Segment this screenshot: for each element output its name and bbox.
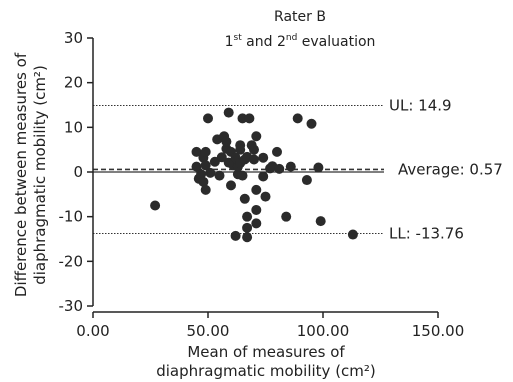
data-point bbox=[281, 211, 292, 222]
y-axis-title-line-1: Difference between measures of bbox=[12, 52, 30, 297]
data-point bbox=[200, 160, 211, 171]
data-point bbox=[239, 193, 250, 204]
data-point bbox=[274, 163, 285, 174]
data-point bbox=[230, 230, 241, 241]
data-point bbox=[251, 204, 262, 215]
x-tick-label: 50.00 bbox=[187, 322, 230, 340]
data-point bbox=[242, 232, 253, 243]
data-point bbox=[198, 176, 209, 187]
data-point bbox=[214, 170, 225, 181]
data-point bbox=[235, 144, 246, 155]
chart-subtitle: 1st and 2nd evaluation bbox=[225, 33, 376, 50]
y-tick-label: -30 bbox=[59, 297, 84, 315]
y-tick-label: 20 bbox=[64, 74, 83, 92]
data-point bbox=[301, 175, 312, 186]
data-point bbox=[251, 131, 262, 142]
reference-labels: UL: 14.9 Average: 0.57 LL: -13.76 bbox=[389, 96, 503, 242]
data-point bbox=[221, 136, 232, 147]
data-point bbox=[244, 113, 255, 124]
data-point bbox=[226, 180, 236, 191]
data-point bbox=[249, 154, 259, 165]
data-point bbox=[347, 229, 358, 240]
y-tick-label: -20 bbox=[59, 252, 84, 270]
data-point bbox=[191, 161, 202, 172]
data-point bbox=[200, 184, 211, 195]
data-point bbox=[150, 200, 161, 211]
y-tick-label: -10 bbox=[59, 208, 84, 226]
data-point bbox=[285, 161, 296, 172]
data-point bbox=[292, 113, 303, 124]
x-tick-label: 100.00 bbox=[297, 322, 350, 340]
data-point bbox=[237, 170, 248, 181]
data-point bbox=[196, 169, 207, 180]
x-axis-title-line-1: Mean of measures of bbox=[187, 343, 345, 361]
y-tick-label: 0 bbox=[73, 163, 83, 181]
data-point bbox=[251, 218, 262, 229]
data-point bbox=[251, 184, 262, 195]
y-tick-label: 10 bbox=[64, 118, 83, 136]
x-tick-label: 0.00 bbox=[76, 322, 109, 340]
data-point bbox=[258, 171, 269, 182]
data-point bbox=[306, 118, 317, 129]
ref-label-average: Average: 0.57 bbox=[398, 160, 503, 178]
data-point bbox=[272, 146, 282, 157]
y-axis-title-line-2: diaphragmatic mobility (cm²) bbox=[31, 65, 49, 285]
data-point bbox=[203, 113, 213, 124]
ref-label-ul: UL: 14.9 bbox=[389, 96, 452, 114]
axes: 30 20 10 0 -10 -20 -30 0.00 50.00 100.00 150.00 bbox=[59, 29, 465, 340]
y-tick-label: 30 bbox=[64, 29, 83, 47]
data-point bbox=[191, 146, 202, 157]
data-point bbox=[242, 211, 253, 222]
data-point bbox=[223, 107, 234, 118]
data-points bbox=[150, 107, 358, 243]
chart-title: Rater B bbox=[274, 9, 326, 25]
data-point bbox=[205, 167, 216, 178]
data-point bbox=[216, 152, 227, 163]
data-point bbox=[315, 216, 326, 227]
y-axis-title: Difference between measures of diaphragm… bbox=[12, 52, 49, 297]
ref-label-ll: LL: -13.76 bbox=[389, 224, 464, 242]
x-tick-label: 150.00 bbox=[412, 322, 465, 340]
x-axis-title-line-2: diaphragmatic mobility (cm²) bbox=[156, 362, 376, 380]
data-point bbox=[200, 146, 211, 157]
data-point bbox=[242, 222, 253, 233]
data-point bbox=[237, 113, 248, 124]
data-point bbox=[260, 191, 271, 202]
data-point bbox=[313, 162, 324, 173]
data-point bbox=[258, 152, 269, 163]
data-point bbox=[249, 144, 259, 155]
